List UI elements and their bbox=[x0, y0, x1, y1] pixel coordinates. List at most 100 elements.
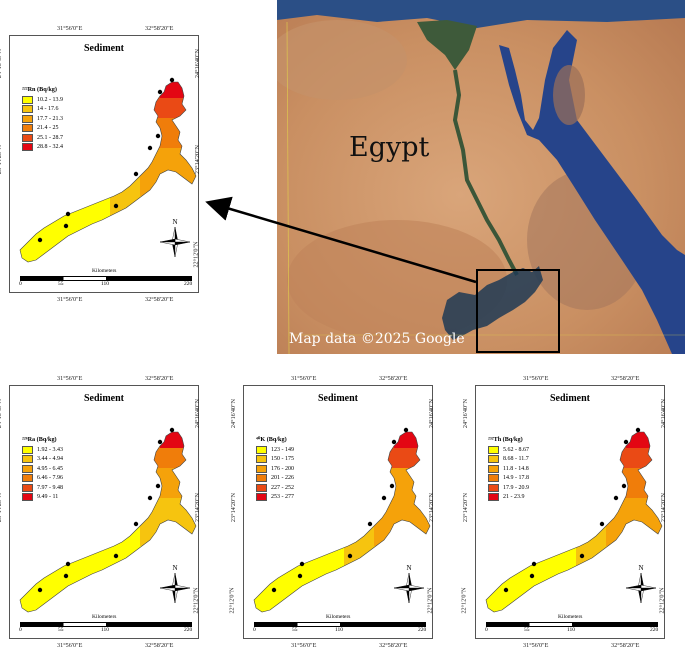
scale-tick: 55 bbox=[524, 627, 530, 633]
legend-swatch bbox=[256, 493, 267, 502]
satellite-image bbox=[277, 0, 685, 354]
legend-swatch bbox=[256, 474, 267, 483]
legend-item: 3.44 - 4.94 bbox=[22, 455, 63, 465]
legend-item: 5.62 - 8.67 bbox=[488, 445, 529, 455]
latitude-label: 22°12'0"N bbox=[0, 587, 2, 613]
legend-label: 3.44 - 4.94 bbox=[37, 456, 63, 463]
longitude-label: 32°58'20"E bbox=[145, 375, 174, 382]
scale-graphic bbox=[486, 622, 658, 627]
scale-tick: 110 bbox=[567, 627, 576, 633]
scale-title: Kilometers bbox=[92, 614, 117, 620]
legend-label: 6.46 - 7.96 bbox=[37, 475, 63, 482]
latitude-label: 23°14'20"N bbox=[194, 144, 202, 175]
latitude-label: 23°14'20"N bbox=[0, 492, 4, 523]
concentration-zone bbox=[606, 466, 662, 498]
concentration-zone bbox=[606, 496, 662, 546]
lake-outline bbox=[19, 81, 197, 263]
legend-swatch bbox=[22, 483, 33, 492]
longitude-label: 31°56'0"E bbox=[523, 375, 549, 382]
concentration-zone bbox=[626, 432, 662, 448]
scale-tick: 0 bbox=[253, 627, 256, 633]
sampling-station bbox=[155, 133, 161, 139]
north-label: N bbox=[406, 564, 411, 572]
sampling-station bbox=[133, 521, 139, 527]
legend-label: 9.49 - 11 bbox=[37, 494, 59, 501]
concentration-zone bbox=[160, 82, 196, 98]
longitude-label: 32°58'20"E bbox=[379, 642, 408, 649]
lake-map: N bbox=[253, 427, 431, 613]
longitude-label: 32°58'20"E bbox=[145, 25, 174, 32]
legend-swatch bbox=[22, 105, 33, 114]
concentration-zone bbox=[140, 146, 196, 196]
legend-swatch bbox=[488, 474, 499, 483]
latitude-label: 22°12'0"N bbox=[460, 587, 468, 614]
north-label: N bbox=[638, 564, 643, 572]
concentration-zone bbox=[140, 116, 196, 148]
longitude-label: 31°56'0"E bbox=[291, 375, 317, 382]
sampling-station bbox=[613, 495, 619, 501]
satellite-map: Egypt Map data ©2025 Google bbox=[277, 0, 685, 354]
legend-item: 9.49 - 11 bbox=[22, 493, 63, 503]
map-attribution: Map data ©2025 Google bbox=[289, 331, 465, 347]
lake-outline bbox=[19, 431, 197, 613]
scale-graphic bbox=[20, 276, 192, 281]
lake-map: N bbox=[485, 427, 663, 613]
sampling-station bbox=[169, 77, 175, 83]
latitude-label: 22°12'0"N bbox=[228, 587, 236, 614]
legend-item: 10.2 - 13.9 bbox=[22, 95, 63, 105]
longitude-label: 32°58'20"E bbox=[379, 375, 408, 382]
scale-bar: Kilometers 0 55 110 220 bbox=[19, 268, 192, 288]
sampling-station bbox=[63, 573, 69, 579]
scale-tick: 55 bbox=[58, 627, 64, 633]
legend-item: 1.92 - 3.43 bbox=[22, 445, 63, 455]
concentration-zone bbox=[374, 496, 430, 546]
latitude-label: 24°16'40"N bbox=[0, 398, 4, 429]
longitude-label: 32°58'20"E bbox=[611, 642, 640, 649]
legend-item: 14.9 - 17.8 bbox=[488, 474, 529, 484]
legend-label: 14.9 - 17.8 bbox=[503, 475, 529, 482]
scale-title: Kilometers bbox=[326, 614, 351, 620]
sampling-station bbox=[157, 439, 163, 445]
longitude-label: 31°56'0"E bbox=[291, 642, 317, 649]
scale-tick: 0 bbox=[19, 281, 22, 287]
sampling-station bbox=[621, 483, 627, 489]
scale-tick: 110 bbox=[101, 627, 110, 633]
sampling-station bbox=[381, 495, 387, 501]
sampling-station bbox=[503, 587, 509, 593]
legend-swatch bbox=[22, 455, 33, 464]
scale-tick: 220 bbox=[418, 627, 427, 633]
legend-label: 10.2 - 13.9 bbox=[37, 96, 63, 103]
sampling-station bbox=[635, 427, 641, 433]
latitude-label: 23°14'20"N bbox=[462, 492, 470, 523]
longitude-label: 31°56'0"E bbox=[57, 642, 83, 649]
legend-item: 253 - 277 bbox=[256, 493, 294, 503]
north-label: N bbox=[172, 564, 177, 572]
sampling-station bbox=[157, 89, 163, 95]
legend-title: ⁴⁰K (Bq/kg) bbox=[256, 436, 287, 443]
lake-map: N bbox=[19, 427, 197, 613]
sampling-station bbox=[623, 439, 629, 445]
legend-swatch bbox=[22, 464, 33, 473]
legend: ²²²Rn (Bq/kg) 10.2 - 13.9 14 - 17.6 17.7 - … bbox=[22, 86, 63, 152]
scale-tick: 220 bbox=[650, 627, 659, 633]
sampling-station bbox=[299, 561, 305, 567]
legend-swatch bbox=[22, 124, 33, 133]
legend-title: ²²⁶Ra (Bq/kg) bbox=[22, 436, 57, 443]
longitude-label: 31°56'0"E bbox=[57, 375, 83, 382]
legend-title: ²³²Th (Bq/kg) bbox=[488, 436, 523, 443]
legend-swatch bbox=[256, 455, 267, 464]
legend-item: 14 - 17.6 bbox=[22, 105, 63, 115]
scale-tick: 55 bbox=[58, 281, 64, 287]
sampling-station bbox=[531, 561, 537, 567]
legend-label: 17.7 - 21.3 bbox=[37, 115, 63, 122]
map-title: Sediment bbox=[84, 393, 124, 404]
latitude-label: 24°16'40"N bbox=[0, 48, 4, 79]
sampling-station bbox=[65, 211, 71, 217]
sampling-station bbox=[389, 483, 395, 489]
legend-swatch bbox=[256, 483, 267, 492]
concentration-zone bbox=[140, 496, 196, 546]
sampling-station bbox=[155, 483, 161, 489]
legend-item: 123 - 149 bbox=[256, 445, 294, 455]
legend-label: 1.92 - 3.43 bbox=[37, 446, 63, 453]
latitude-label: 22°12'0"N bbox=[192, 587, 200, 614]
